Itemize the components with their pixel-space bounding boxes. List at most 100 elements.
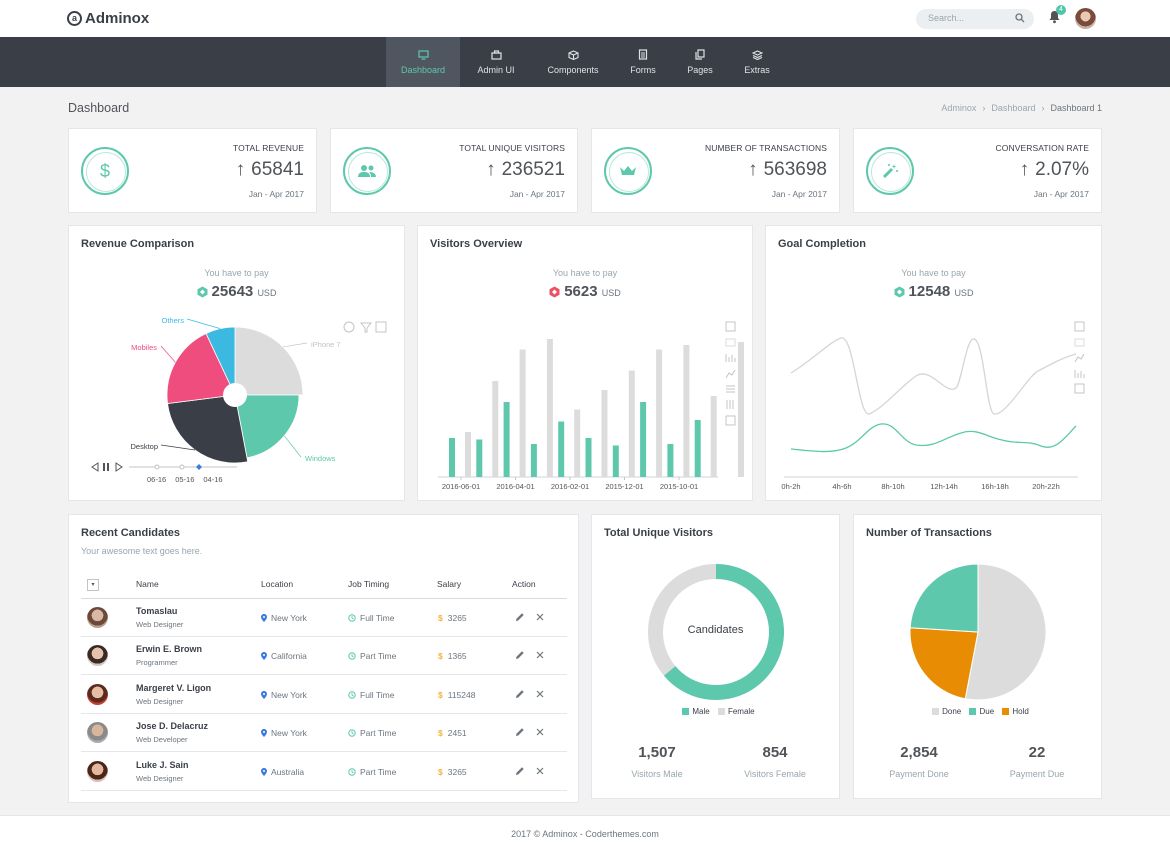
legend-label[interactable]: Hold [1012, 707, 1029, 716]
close-icon[interactable] [535, 766, 545, 776]
bar-series-2[interactable] [449, 438, 455, 477]
nav-dashboard[interactable]: Dashboard [386, 37, 460, 87]
pie-slice[interactable] [909, 563, 979, 633]
pie-slice[interactable] [166, 332, 236, 404]
bar-series-2[interactable] [558, 421, 565, 478]
pie-slice[interactable] [909, 627, 979, 700]
table-row[interactable]: Jose D. Delacruz Web Developer New York Par… [81, 714, 567, 753]
bar-series-2[interactable] [667, 444, 674, 477]
user-avatar[interactable] [1075, 8, 1096, 29]
bar-series-2[interactable] [612, 445, 619, 478]
pie-slice[interactable] [234, 394, 300, 459]
timeline-dot[interactable] [154, 464, 160, 470]
edit-icon[interactable] [515, 766, 525, 776]
close-icon[interactable] [535, 650, 545, 660]
search-input[interactable]: Search... [916, 9, 1034, 29]
table-row[interactable]: Margeret V. Ligon Web Designer New York Ful… [81, 676, 567, 714]
close-icon[interactable] [535, 612, 545, 622]
bar-series-1[interactable] [738, 342, 744, 477]
line-chart-icon[interactable] [725, 369, 736, 379]
timeline-dot-active[interactable] [196, 464, 202, 470]
pie-chart-icon[interactable] [343, 321, 355, 333]
column-header[interactable]: Salary [437, 579, 462, 589]
bar-series-1[interactable] [492, 381, 499, 477]
visitors-bar-chart[interactable]: 2016-06-01 2016-04-01 2016-02-01 2015-12-01… [418, 226, 754, 502]
bar-series-1[interactable] [519, 349, 526, 478]
bar-series-2[interactable] [530, 444, 537, 477]
line-series-1[interactable] [790, 337, 1077, 415]
bar-series-1[interactable] [656, 349, 663, 478]
candidate-name[interactable]: Luke J. Sain [136, 759, 189, 770]
select-dropdown[interactable]: ▾ [87, 579, 99, 591]
save-icon[interactable] [1074, 383, 1085, 394]
search-icon[interactable] [1015, 13, 1025, 23]
stack-icon[interactable] [726, 385, 735, 393]
line-series-2[interactable] [790, 423, 1077, 453]
bar-series-1[interactable] [574, 409, 581, 478]
tiled-icon[interactable] [726, 400, 734, 409]
revenue-pie-chart[interactable]: iPhone 7 Windows Desktop Mobiles Others [69, 226, 406, 502]
bar-series-2[interactable] [694, 420, 701, 477]
breadcrumb-item[interactable]: Adminox [941, 103, 977, 113]
breadcrumb-item[interactable]: Dashboard [991, 103, 1036, 113]
legend-label[interactable]: Female [727, 707, 755, 716]
pause-icon[interactable] [103, 463, 105, 471]
legend-label[interactable]: Done [942, 707, 962, 716]
save-icon[interactable] [725, 415, 736, 426]
visitors-donut-chart[interactable] [592, 515, 841, 715]
logo[interactable]: a Adminox [67, 10, 149, 27]
bar-series-2[interactable] [585, 438, 592, 477]
legend-label[interactable]: Due [979, 707, 995, 716]
bar-chart-icon[interactable] [1074, 370, 1085, 378]
line-chart-icon[interactable] [1074, 353, 1085, 363]
table-row[interactable]: Erwin E. Brown Programmer California Part T… [81, 637, 567, 676]
edit-icon[interactable] [515, 689, 525, 699]
zoom-icon[interactable] [1074, 321, 1085, 332]
bar-series-1[interactable] [628, 370, 635, 478]
zoom-icon[interactable] [725, 321, 736, 332]
nav-extras[interactable]: Extras [738, 37, 776, 87]
pie-slice[interactable] [964, 563, 1047, 701]
bar-series-2[interactable] [476, 439, 483, 478]
next-icon[interactable] [115, 462, 123, 472]
nav-forms[interactable]: Forms [624, 37, 662, 87]
column-header[interactable]: Location [261, 579, 294, 589]
nav-pages[interactable]: Pages [682, 37, 718, 87]
bar-series-1[interactable] [601, 390, 608, 477]
edit-icon[interactable] [515, 727, 525, 737]
save-icon[interactable] [375, 321, 387, 333]
pie-slice[interactable] [205, 326, 236, 396]
bar-series-2[interactable] [640, 402, 647, 477]
close-icon[interactable] [535, 689, 545, 699]
prev-icon[interactable] [91, 462, 99, 472]
bar-series-1[interactable] [546, 339, 553, 477]
timeline-controls[interactable] [91, 460, 241, 476]
edit-icon[interactable] [515, 650, 525, 660]
transactions-pie-chart[interactable] [854, 515, 1103, 715]
table-row[interactable]: Luke J. Sain Web Designer Australia Part Ti… [81, 753, 567, 791]
goal-line-chart[interactable]: 0h-2h 4h-6h 8h-10h 12h-14h 16h-18h 20h-22h [766, 226, 1103, 502]
bar-series-1[interactable] [465, 432, 471, 477]
column-header[interactable]: Job Timing [348, 579, 390, 589]
close-icon[interactable] [535, 727, 545, 737]
timeline-dot[interactable] [179, 464, 185, 470]
candidate-name[interactable]: Jose D. Delacruz [136, 721, 209, 732]
nav-components[interactable]: Components [542, 37, 604, 87]
zoom-reset-icon[interactable] [725, 338, 736, 347]
pie-slice[interactable] [167, 394, 249, 464]
zoom-reset-icon[interactable] [1074, 338, 1085, 347]
nav-admin-ui[interactable]: Admin UI [470, 37, 522, 87]
candidate-name[interactable]: Erwin E. Brown [136, 644, 203, 655]
candidate-name[interactable]: Tomaslau [136, 606, 178, 616]
column-header[interactable]: Name [136, 579, 159, 589]
filter-icon[interactable] [359, 322, 373, 333]
edit-icon[interactable] [515, 612, 525, 622]
candidate-name[interactable]: Margeret V. Ligon [136, 682, 212, 693]
bar-series-2[interactable] [503, 402, 510, 477]
pie-slice[interactable] [234, 326, 304, 396]
bar-chart-icon[interactable] [725, 354, 736, 362]
bar-series-1[interactable] [683, 345, 690, 477]
legend-label[interactable]: Male [692, 707, 710, 716]
bar-series-1[interactable] [710, 396, 717, 477]
table-row[interactable]: Tomaslau Web Designer New York Full Time $32… [81, 599, 567, 637]
